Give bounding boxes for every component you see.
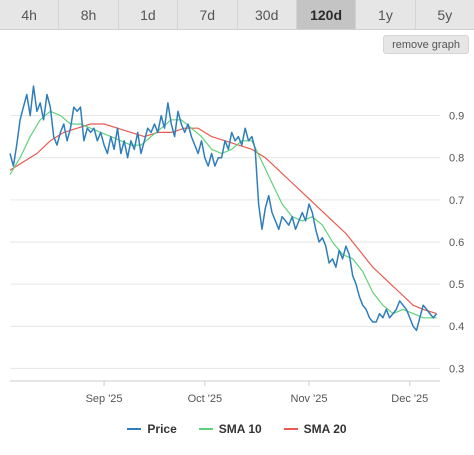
tab-1d[interactable]: 1d bbox=[119, 0, 179, 29]
price-chart: 0.3 0.4 0.5 0.6 0.7 0.8 0.9 Sep '25 Oct '25 Nov '… bbox=[9, 85, 464, 405]
series-line-price bbox=[9, 85, 438, 332]
legend-label: Price bbox=[147, 422, 177, 436]
y-tick-label: 0.6 bbox=[449, 237, 464, 249]
legend-swatch bbox=[127, 428, 142, 430]
tab-30d[interactable]: 30d bbox=[238, 0, 297, 29]
tab-5y[interactable]: 5y bbox=[437, 6, 453, 23]
tab-8h[interactable]: 8h bbox=[59, 0, 119, 29]
legend-item-price[interactable]: Price bbox=[127, 420, 177, 438]
x-tick-label: Nov '25 bbox=[291, 393, 328, 405]
y-tick-label: 0.4 bbox=[449, 321, 464, 333]
legend-item-sma-10[interactable]: SMA 10 bbox=[198, 420, 262, 438]
x-tick-label: Sep '25 bbox=[86, 393, 123, 405]
y-tick-label: 0.5 bbox=[449, 279, 464, 291]
y-tick-label: 0.8 bbox=[449, 153, 464, 165]
y-tick-label: 0.9 bbox=[449, 111, 464, 123]
y-tick-label: 0.3 bbox=[449, 363, 464, 375]
x-tick-label: Dec '25 bbox=[391, 393, 428, 405]
tab-4h[interactable]: 4h bbox=[0, 0, 60, 29]
x-tick-label: Oct '25 bbox=[188, 393, 223, 405]
legend-label: SMA 10 bbox=[218, 422, 262, 436]
legend-swatch bbox=[198, 428, 213, 430]
tab-120d[interactable]: 120d bbox=[296, 0, 357, 29]
series-line-sma-10 bbox=[9, 110, 437, 319]
timeframe-tabs: 4h 8h 1d 7d 30d 120d 1y 5y bbox=[0, 0, 474, 30]
legend-label: SMA 20 bbox=[303, 422, 347, 436]
tab-7d[interactable]: 7d bbox=[178, 0, 238, 29]
legend-item-sma-20[interactable]: SMA 20 bbox=[283, 420, 347, 438]
remove-graph-button[interactable]: remove graph bbox=[383, 35, 469, 54]
chart-legend: Price SMA 10 SMA 20 bbox=[0, 420, 474, 438]
y-tick-label: 0.7 bbox=[449, 195, 464, 207]
legend-swatch bbox=[283, 428, 298, 430]
tab-1y[interactable]: 1y bbox=[356, 0, 416, 29]
